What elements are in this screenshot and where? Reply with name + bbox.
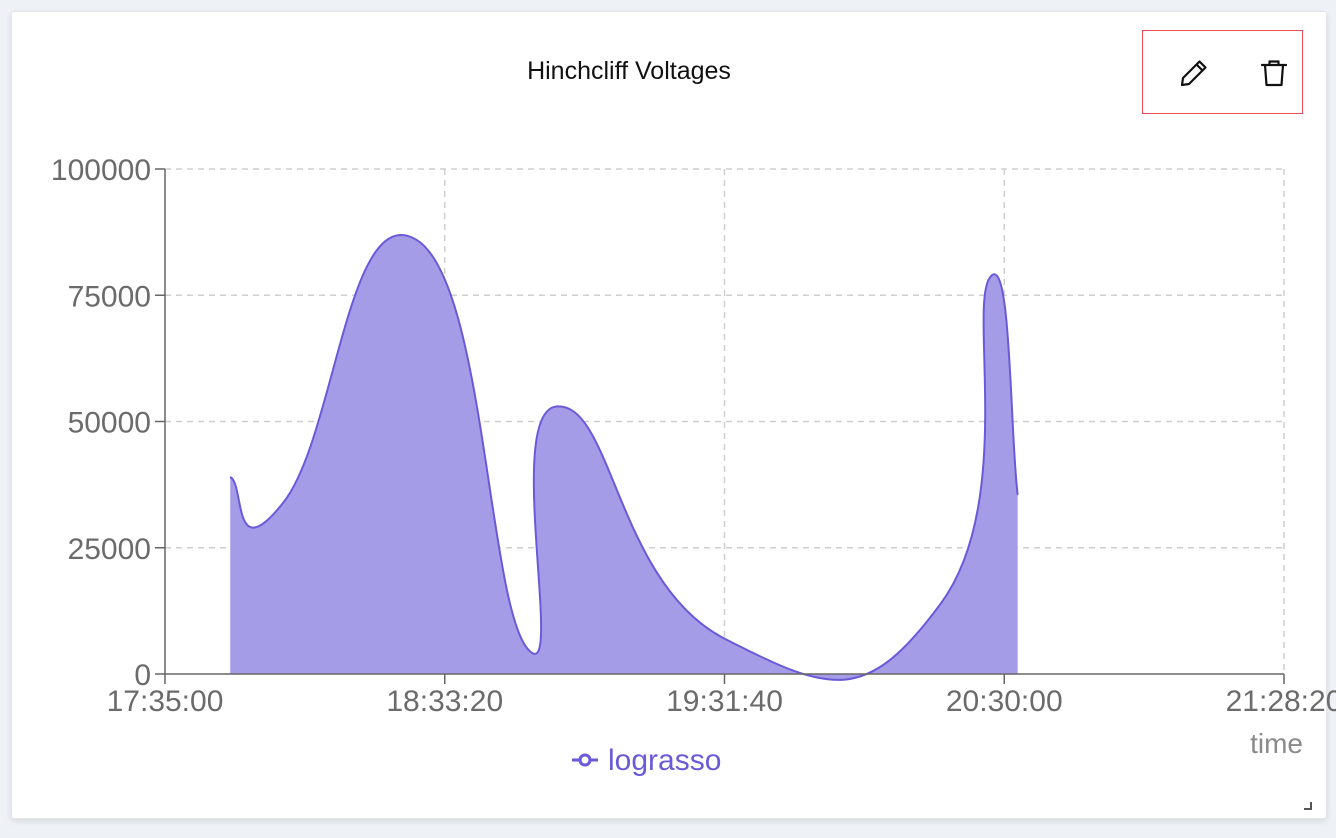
y-tick-label: 0 [134,659,151,692]
legend-marker-icon [578,753,592,767]
axes [155,168,1285,684]
chart-title: Hinchcliff Voltages [527,57,731,85]
panel-toolbar [1142,30,1303,114]
series-point [283,501,285,503]
series-area-fill [230,234,1018,680]
y-tick-label: 50000 [68,407,151,440]
series-point [229,476,231,478]
legend-label: lograsso [608,744,721,777]
x-tick-label: 17:35:00 [107,685,224,718]
pencil-icon [1180,60,1207,87]
trash-icon [1260,60,1288,87]
legend[interactable]: lograsso [572,744,721,777]
series-point [940,602,942,604]
series-area-group [229,234,1019,681]
x-tick-label: 21:28:20 [1226,685,1336,718]
series-point [989,277,991,279]
x-axis-label: time [1250,728,1303,759]
x-tick-label: 20:30:00 [946,685,1063,718]
series-line [229,234,1019,681]
y-tick-label: 25000 [68,533,151,566]
series-point [527,648,529,650]
series-point [556,405,558,407]
resize-handle[interactable] [1304,802,1312,810]
series-point [724,638,725,640]
x-tick-label: 19:31:40 [666,685,783,718]
series-point [1017,494,1019,496]
delete-button[interactable] [1254,53,1294,93]
tick-labels: 0 25000 50000 75000 100000 17:35:00 18:33:20 19… [51,154,1336,718]
edit-button[interactable] [1174,53,1214,93]
chart-panel: Hinchcliff Voltages [11,11,1327,819]
series-point [415,239,417,241]
x-tick-label: 18:33:20 [386,685,503,718]
y-tick-label: 100000 [51,154,151,187]
y-tick-label: 75000 [68,280,151,313]
